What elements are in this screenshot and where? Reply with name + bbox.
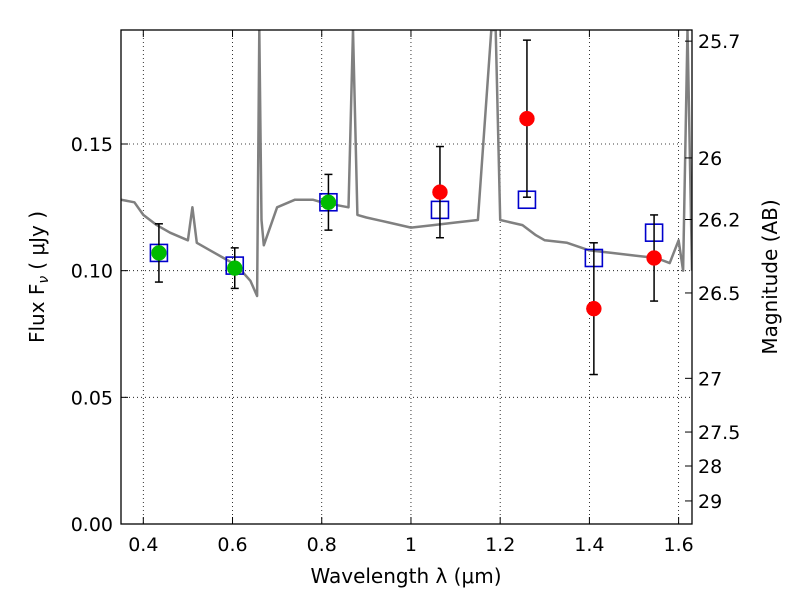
tick-labels: 0.4 0.6 0.8 1 1.2 1.4 1.6 0.00 0.05 0.10 0.15 25.7 2… bbox=[71, 31, 741, 556]
y2-tick-label: 29 bbox=[698, 491, 722, 513]
spectrum-line bbox=[121, 30, 692, 298]
y2-tick-label: 25.7 bbox=[698, 31, 740, 53]
x-tick-label: 0.8 bbox=[307, 534, 337, 556]
x-axis-label: Wavelength λ (μm) bbox=[310, 564, 501, 588]
red-point bbox=[519, 110, 535, 127]
y2-axis-label: Magnitude (AB) bbox=[758, 199, 782, 354]
ticks bbox=[121, 30, 692, 525]
y-tick-label: 0.05 bbox=[71, 387, 113, 409]
x-tick-label: 0.6 bbox=[217, 534, 247, 556]
y-axis-label: Flux F bbox=[25, 284, 49, 343]
y-tick-label: 0.00 bbox=[71, 514, 113, 536]
green-point bbox=[151, 245, 167, 261]
green-point bbox=[320, 194, 337, 211]
x-tick-label: 1.6 bbox=[664, 534, 694, 556]
y2-tick-label: 26.5 bbox=[698, 283, 740, 305]
y-axis-label-unit: ( μJy ) bbox=[25, 211, 49, 270]
y2-tick-label: 27.5 bbox=[698, 422, 740, 444]
x-tick-label: 1 bbox=[405, 534, 417, 556]
y2-tick-label: 27 bbox=[698, 368, 722, 390]
data-marks bbox=[121, 30, 692, 376]
y-tick-label: 0.15 bbox=[71, 134, 113, 156]
y2-tick-label: 26 bbox=[698, 148, 722, 170]
green-point bbox=[227, 260, 243, 276]
y-axis-label-sub: ν bbox=[36, 276, 52, 284]
svg-text:Flux Fν( μJy ): Flux Fν ( μJy ) bbox=[25, 211, 52, 343]
plot-background bbox=[121, 30, 692, 524]
y-tick-label: 0.10 bbox=[71, 261, 113, 283]
y2-tick-label: 28 bbox=[698, 456, 722, 478]
x-tick-label: 0.4 bbox=[128, 534, 158, 556]
red-point bbox=[586, 300, 602, 317]
red-point bbox=[646, 250, 662, 266]
red-point bbox=[432, 184, 448, 200]
x-tick-label: 1.2 bbox=[485, 534, 515, 556]
plot-frame bbox=[120, 29, 693, 525]
y-axis-label-group: Flux Fν ( μJy ) bbox=[25, 211, 52, 343]
x-tick-label: 1.4 bbox=[574, 534, 604, 556]
y2-tick-label: 26.2 bbox=[698, 209, 740, 231]
